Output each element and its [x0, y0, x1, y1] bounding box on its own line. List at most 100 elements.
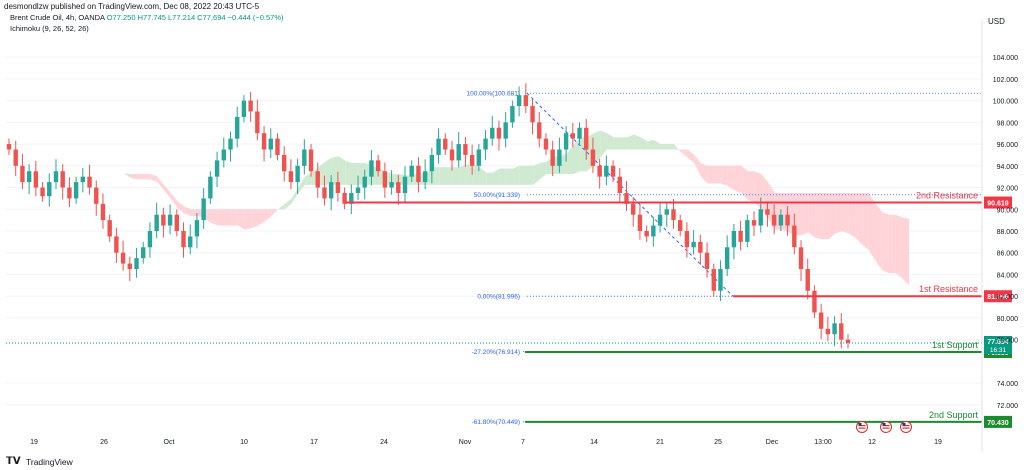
cloud-segment: [828, 192, 836, 240]
candle-body: [167, 214, 173, 226]
candle-body: [87, 176, 92, 188]
candle-body: [657, 214, 663, 226]
candle-body: [241, 100, 247, 117]
level-price-label: 81.996: [987, 294, 1009, 301]
y-tick-label: 96.000: [997, 142, 1019, 149]
candle-body: [261, 133, 267, 150]
y-tick-label: 88.000: [997, 229, 1019, 236]
candle-body: [194, 220, 200, 237]
candle-body: [557, 149, 562, 166]
cloud-segment: [815, 192, 822, 240]
candle-body: [228, 138, 233, 150]
candle-body: [550, 149, 555, 166]
candle-body: [751, 220, 757, 226]
indicator-legend[interactable]: Ichimoku (9, 26, 52, 26): [10, 24, 89, 33]
cloud-segment: [560, 153, 567, 174]
us-flag-icon: [858, 425, 866, 427]
cloud-segment: [425, 167, 433, 185]
candle-body: [825, 328, 831, 335]
x-tick-label: 19: [934, 439, 942, 446]
candle-body: [617, 176, 622, 193]
x-tick-label: Oct: [164, 439, 175, 446]
countdown-label: 16:31: [990, 347, 1007, 354]
candle-body: [208, 176, 213, 199]
cloud-segment: [184, 206, 191, 217]
x-tick-label: 14: [590, 439, 598, 446]
candle-body: [188, 236, 193, 248]
cloud-segment: [459, 164, 467, 185]
candle-body: [201, 198, 206, 221]
candle-body: [342, 192, 347, 204]
cloud-segment: [808, 192, 816, 238]
candle-body: [308, 149, 314, 172]
candle-body: [120, 252, 126, 264]
cloud-segment: [318, 161, 326, 185]
candle-body: [523, 95, 529, 107]
us-flag-icon: [902, 425, 910, 427]
cloud-segment: [190, 209, 198, 217]
candle-body: [678, 220, 683, 231]
candle-body: [718, 269, 723, 291]
ohlc-values: O77.250 H77.745 L77.214 C77.694 −0.444 (…: [106, 13, 284, 22]
candle-body: [832, 323, 837, 335]
cloud-segment: [325, 157, 332, 185]
candle-body: [745, 220, 750, 242]
cloud-segment: [506, 168, 514, 185]
cloud-segment: [862, 192, 869, 251]
cloud-segment: [526, 165, 534, 185]
candle-body: [537, 122, 542, 139]
cloud-segment: [654, 140, 661, 150]
candle-body: [214, 160, 220, 177]
x-tick-label: 7: [521, 439, 525, 446]
cloud-segment: [217, 209, 225, 226]
us-flag-icon: [882, 427, 890, 429]
x-tick-label: 17: [310, 439, 318, 446]
publisher-line: desmondlzw published on TradingView.com,…: [4, 2, 260, 11]
us-flag-icon: [902, 427, 910, 429]
cloud-segment: [271, 209, 279, 217]
fib-label: -27.20%(76.914): [472, 349, 520, 356]
x-tick-label: Nov: [459, 439, 472, 446]
cloud-segment: [620, 137, 628, 150]
candle-body: [281, 154, 287, 172]
y-tick-label: 104.000: [993, 55, 1018, 62]
cloud-segment: [492, 168, 500, 185]
candle-body: [235, 116, 240, 139]
symbol-title[interactable]: Brent Crude Oil, 4h, OANDA: [10, 13, 105, 22]
candle-body: [792, 225, 797, 248]
y-tick-label: 84.000: [997, 272, 1019, 279]
fib-label: -61.80%(70.449): [472, 419, 520, 426]
candle-body: [724, 247, 730, 270]
cloud-segment: [647, 140, 655, 150]
cloud-segment: [177, 201, 185, 214]
cloud-segment: [607, 133, 614, 150]
level-name: 2nd Resistance: [916, 191, 978, 201]
candle-body: [80, 176, 86, 183]
y-tick-label: 94.000: [997, 164, 1019, 171]
cloud-segment: [170, 192, 178, 208]
cloud-segment: [486, 172, 493, 185]
candle-body: [73, 182, 79, 199]
level-price-tag: [984, 196, 1012, 209]
candle-body: [355, 187, 361, 193]
cloud-segment: [714, 165, 722, 184]
candle-body: [469, 154, 475, 166]
cloud-segment: [123, 172, 131, 179]
candle-body: [584, 127, 589, 150]
cloud-segment: [472, 164, 480, 185]
candle-body: [181, 231, 186, 248]
x-tick-label: 10: [240, 439, 248, 446]
tradingview-logo-icon[interactable]: 𝗧𝗩: [6, 456, 21, 467]
cloud-segment: [721, 165, 728, 187]
cloud-segment: [875, 203, 883, 271]
level-price-tag: [984, 290, 1012, 303]
cloud-segment: [747, 171, 755, 203]
candle-body: [127, 263, 133, 270]
us-flag-icon: [858, 427, 866, 429]
candle-body: [422, 171, 428, 183]
cloud-segment: [533, 163, 540, 185]
cloud-segment: [338, 156, 346, 185]
cloud-segment: [855, 192, 863, 245]
candle-body: [396, 182, 401, 193]
